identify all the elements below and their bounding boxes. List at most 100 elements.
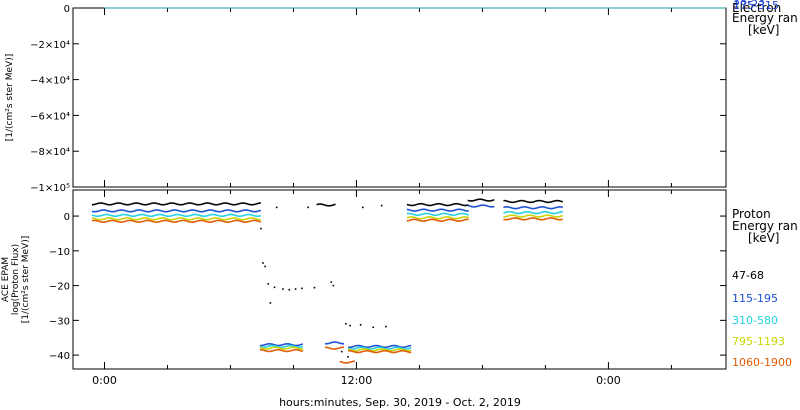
data-point: [132, 215, 134, 218]
data-point: [458, 213, 460, 215]
data-point: [518, 207, 520, 209]
data-point: [471, 200, 473, 202]
data-point: [470, 205, 472, 208]
data-point: [424, 212, 426, 215]
data-point: [272, 344, 274, 347]
data-point: [416, 217, 419, 220]
data-point: [122, 209, 124, 211]
data-point: [234, 219, 236, 222]
data-point: [347, 361, 349, 364]
data-point: [454, 214, 457, 216]
data-point: [204, 215, 206, 218]
data-point: [251, 219, 254, 222]
data-point: [335, 348, 337, 350]
data-point: [467, 216, 469, 219]
data-point: [264, 265, 266, 268]
data-point: [209, 202, 211, 205]
data-point: [269, 347, 272, 349]
data-point: [339, 360, 342, 363]
data-point: [349, 346, 351, 349]
data-point: [285, 348, 287, 350]
data-point: [154, 202, 157, 204]
data-point: [240, 210, 242, 212]
data-point: [454, 219, 457, 222]
data-point: [178, 217, 181, 219]
data-point: [246, 217, 249, 220]
data-point: [190, 214, 192, 217]
data-point: [138, 221, 140, 223]
data-point: [485, 204, 487, 207]
data-point: [182, 214, 185, 217]
data-point: [207, 214, 210, 217]
data-point: [91, 217, 94, 219]
data-point: [532, 207, 534, 210]
data-point: [129, 210, 132, 213]
data-point: [282, 346, 284, 348]
data-point: [437, 209, 439, 211]
data-point: [101, 214, 104, 216]
data-point: [466, 218, 468, 221]
data-point: [216, 210, 219, 213]
data-point: [517, 215, 519, 218]
data-point: [211, 213, 213, 216]
data-point: [146, 203, 148, 206]
data-point: [560, 211, 562, 213]
data-point: [297, 344, 300, 347]
data-point: [558, 215, 561, 218]
data-point: [244, 214, 246, 216]
data-point: [166, 203, 168, 205]
data-point: [293, 348, 296, 351]
data-point: [552, 212, 554, 215]
data-point: [528, 214, 531, 217]
data-point: [475, 205, 477, 208]
data-point: [378, 348, 380, 351]
data-point: [112, 219, 114, 222]
data-point: [542, 206, 544, 208]
data-point: [356, 347, 359, 349]
data-point: [507, 200, 509, 203]
data-point: [192, 213, 195, 216]
data-point: [439, 203, 442, 205]
data-point: [503, 216, 505, 218]
data-point: [319, 203, 321, 205]
data-point: [301, 348, 303, 350]
data-point: [322, 203, 325, 206]
data-point: [378, 346, 380, 349]
data-point: [387, 349, 389, 352]
data-point: [276, 344, 278, 347]
data-point: [415, 217, 418, 219]
data-point: [232, 203, 235, 206]
data-point: [298, 344, 301, 346]
data-point: [538, 206, 541, 209]
data-point: [225, 218, 227, 221]
data-point: [419, 219, 421, 222]
data-point: [420, 220, 423, 222]
data-point: [504, 218, 507, 221]
data-point: [182, 217, 185, 220]
data-point: [168, 215, 171, 218]
data-point: [113, 215, 115, 217]
data-point: [278, 346, 281, 348]
data-point: [226, 218, 229, 221]
data-point: [430, 216, 433, 218]
data-point: [124, 209, 127, 212]
data-point: [336, 347, 338, 350]
data-point: [148, 210, 150, 213]
data-point: [313, 286, 316, 289]
data-point: [232, 220, 235, 222]
data-point: [444, 219, 447, 222]
data-point: [354, 351, 356, 353]
data-point: [245, 213, 247, 216]
data-point: [474, 206, 476, 208]
data-point: [385, 349, 388, 351]
data-point: [164, 210, 167, 213]
data-point: [231, 210, 234, 212]
data-point: [527, 218, 529, 220]
data-point: [144, 219, 147, 222]
data-point: [542, 215, 544, 217]
data-point: [271, 343, 273, 345]
data-point: [137, 209, 139, 211]
data-point: [108, 210, 110, 212]
data-point: [467, 204, 470, 207]
